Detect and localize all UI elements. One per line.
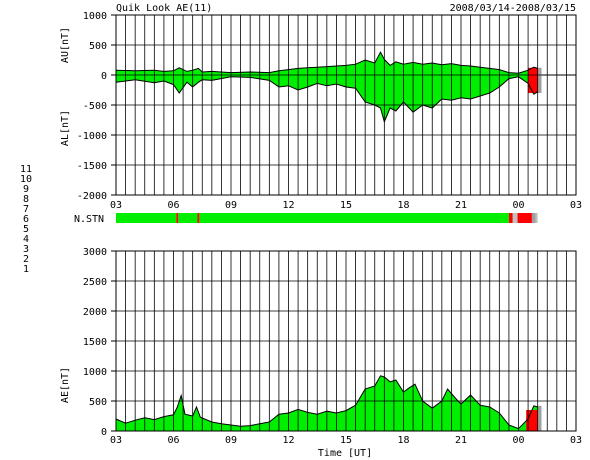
x-tick-label: 12 <box>282 200 294 211</box>
y-tick-label: 0 <box>101 71 107 82</box>
y-tick-label: -1500 <box>77 161 107 172</box>
x-tick-label: 03 <box>570 200 582 211</box>
x-tick-label: 03 <box>570 435 582 446</box>
station-segment <box>176 213 179 223</box>
station-segment <box>199 213 509 223</box>
reduced-station-band <box>528 67 538 93</box>
plot-frame <box>115 250 577 432</box>
reduced-station-band <box>537 405 542 431</box>
y-tick-label: 1000 <box>83 367 107 378</box>
x-tick-label: 12 <box>282 435 294 446</box>
x-tick-label: 18 <box>397 200 409 211</box>
x-tick-label: 21 <box>455 435 467 446</box>
x-tick-label: 06 <box>167 435 179 446</box>
legend-station-2: 2 <box>23 254 29 265</box>
station-segment <box>535 213 538 223</box>
plot-frame <box>115 14 577 196</box>
legend-station-11: 11 <box>20 164 32 175</box>
y-tick-label: 3000 <box>83 247 107 258</box>
station-segment <box>531 213 536 223</box>
ae-axis-label: AE[nT] <box>60 367 71 403</box>
station-segment <box>197 213 200 223</box>
x-tick-label: 15 <box>340 200 352 211</box>
legend-station-4: 4 <box>23 234 29 245</box>
x-tick-label: 03 <box>110 200 122 211</box>
x-tick-label: 00 <box>512 435 524 446</box>
legend-station-3: 3 <box>23 244 29 255</box>
figure-title: Quik Look AE(11) <box>116 3 212 14</box>
station-segment <box>517 213 532 223</box>
y-tick-label: -2000 <box>77 191 107 202</box>
legend-station-1: 1 <box>23 264 29 275</box>
y-tick-label: 2500 <box>83 277 107 288</box>
reduced-station-band <box>526 410 538 431</box>
y-tick-label: 1000 <box>83 11 107 22</box>
x-tick-label: 18 <box>397 435 409 446</box>
date-range: 2008/03/14-2008/03/15 <box>450 3 576 14</box>
x-tick-label: 03 <box>110 435 122 446</box>
x-tick-label: 06 <box>167 200 179 211</box>
y-tick-label: 0 <box>101 427 107 438</box>
y-tick-label: 1500 <box>83 337 107 348</box>
station-segment <box>508 213 513 223</box>
y-tick-label: -500 <box>83 101 107 112</box>
y-tick-label: 500 <box>89 41 107 52</box>
legend-station-9: 9 <box>23 184 29 195</box>
legend-station-6: 6 <box>23 214 29 225</box>
legend-station-8: 8 <box>23 194 29 205</box>
x-tick-label: 21 <box>455 200 467 211</box>
x-tick-label: 09 <box>225 200 237 211</box>
legend-station-7: 7 <box>23 204 29 215</box>
au-axis-label: AU[nT] <box>60 27 71 63</box>
x-tick-label: 00 <box>512 200 524 211</box>
station-bar-label: N.STN <box>74 214 104 225</box>
y-tick-label: 500 <box>89 397 107 408</box>
station-segment <box>512 213 518 223</box>
legend-station-5: 5 <box>23 224 29 235</box>
x-tick-label: 15 <box>340 435 352 446</box>
x-tick-label: 09 <box>225 435 237 446</box>
station-segment <box>178 213 198 223</box>
reduced-station-band <box>537 67 542 93</box>
legend-station-10: 10 <box>20 174 32 185</box>
station-count-bar: N.STN <box>74 213 538 225</box>
y-tick-label: 2000 <box>83 307 107 318</box>
x-axis-label: Time [UT] <box>318 448 372 459</box>
al-axis-label: AL[nT] <box>60 110 71 146</box>
station-segment <box>116 213 177 223</box>
y-tick-label: -1000 <box>77 131 107 142</box>
